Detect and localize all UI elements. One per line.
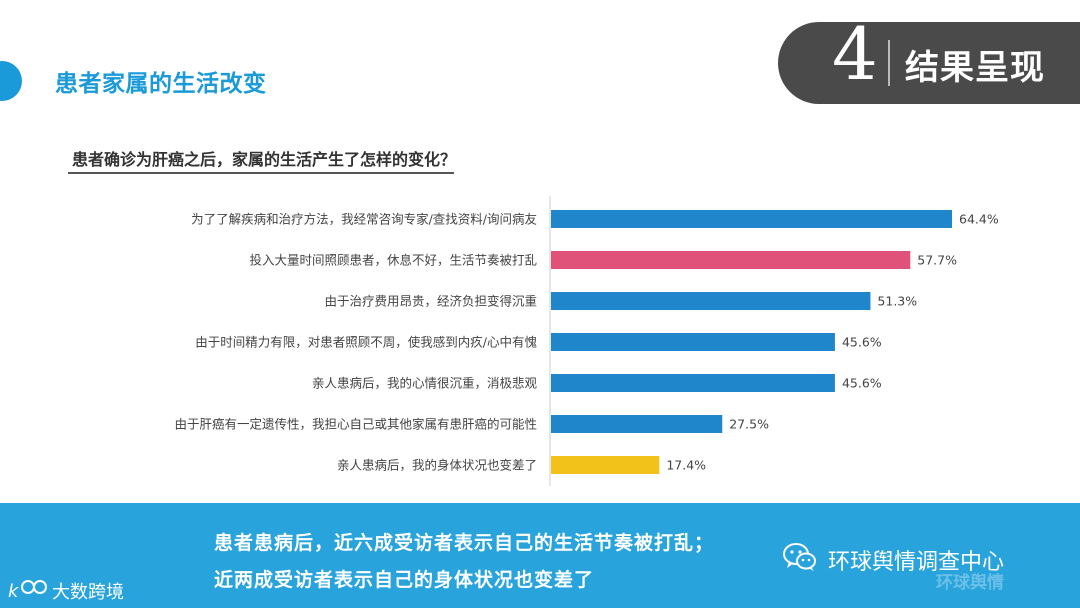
- bar-chart: 为了了解疾病和治疗方法，我经常咨询专家/查找资料/询问病友 64.4% 投入大量时间…: [174, 196, 999, 486]
- survey-question: 患者确诊为肝癌之后，家属的生活产生了怎样的变化？: [72, 150, 457, 169]
- category-label: 亲人患病后，我的身体状况也变差了: [337, 458, 537, 473]
- bars-group: 为了了解疾病和治疗方法，我经常咨询专家/查找资料/询问病友 64.4% 投入大量时间…: [174, 210, 999, 474]
- bar-value-label: 64.4%: [959, 212, 999, 227]
- wechat-account-name: 环球舆情调查中心: [828, 550, 1005, 575]
- slide-title: 患者家属的生活改变: [55, 71, 267, 97]
- bar-value-label: 27.5%: [729, 417, 769, 432]
- wechat-icon: [783, 543, 816, 571]
- title-accent-tab: [0, 61, 22, 101]
- section-badge: [778, 22, 1080, 104]
- svg-text:k: k: [8, 581, 20, 601]
- bar: [551, 251, 911, 269]
- section-divider: [888, 40, 890, 86]
- bar: [551, 374, 835, 392]
- category-label: 为了了解疾病和治疗方法，我经常咨询专家/查找资料/询问病友: [191, 212, 537, 227]
- footer-band: [0, 503, 1080, 608]
- question-underline: [68, 172, 454, 174]
- category-label: 由于治疗费用昂贵，经济负担变得沉重: [324, 294, 537, 309]
- watermark-text: 环球舆情: [936, 573, 1004, 593]
- section-number: 4: [832, 12, 878, 96]
- bar-value-label: 45.6%: [842, 376, 882, 391]
- bar-value-label: 51.3%: [877, 294, 917, 309]
- bar: [551, 333, 835, 351]
- section-label: 结果呈现: [905, 48, 1045, 88]
- brand-logo: k: [8, 580, 47, 601]
- category-label: 由于时间精力有限，对患者照顾不周，使我感到内疚/心中有愧: [195, 335, 537, 350]
- bar: [551, 210, 952, 228]
- bar: [551, 456, 660, 474]
- bar: [551, 292, 871, 310]
- footer-summary-line-2: 近两成受访者表示自己的身体状况也变差了: [214, 569, 595, 591]
- bar-value-label: 45.6%: [842, 335, 882, 350]
- category-label: 由于肝癌有一定遗传性，我担心自己或其他家属有患肝癌的可能性: [174, 417, 537, 432]
- category-label: 亲人患病后，我的心情很沉重，消极悲观: [312, 376, 538, 391]
- bar-value-label: 17.4%: [666, 458, 706, 473]
- footer-summary-line-1: 患者患病后，近六成受访者表示自己的生活节奏被打乱；: [214, 532, 715, 554]
- category-label: 投入大量时间照顾患者，休息不好，生活节奏被打乱: [249, 253, 537, 268]
- bar-value-label: 57.7%: [917, 253, 957, 268]
- brand-name: 大数跨境: [52, 582, 124, 603]
- bar: [551, 415, 723, 433]
